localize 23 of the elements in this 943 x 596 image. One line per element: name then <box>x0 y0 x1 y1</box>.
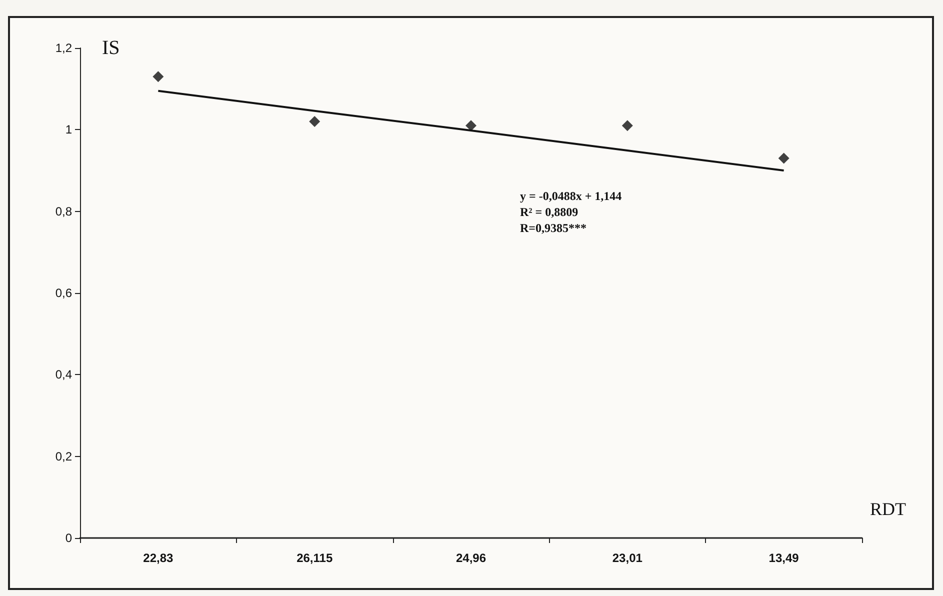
x-tick-label: 24,96 <box>456 551 486 565</box>
y-tick-label: 0,8 <box>55 204 72 218</box>
x-tick-label: 22,83 <box>143 551 174 565</box>
y-axis-title: IS <box>102 37 120 59</box>
annotation: R=0,9385*** <box>520 221 587 235</box>
point <box>466 120 476 132</box>
annotation: y = -0,0488x + 1,144 <box>520 189 622 203</box>
annotation: R² = 0,8809 <box>520 205 578 219</box>
y-tick-label: 0,6 <box>55 286 72 300</box>
x-tick-label: 13,49 <box>768 551 800 565</box>
y-tick-label: 0 <box>65 531 72 545</box>
y-tick-label: 0,2 <box>55 449 72 464</box>
x-tick-label: 23,01 <box>612 551 643 565</box>
point <box>152 71 164 82</box>
y-tick-label: 1 <box>65 122 72 137</box>
point <box>622 120 633 132</box>
y-tick-label: 0,4 <box>55 368 72 382</box>
y-tick-label: 1,2 <box>55 41 72 55</box>
line-series <box>157 90 785 172</box>
x-axis-title: RDT <box>870 499 906 519</box>
x-tick-label: 26,115 <box>296 551 333 565</box>
point <box>309 116 320 127</box>
point <box>778 152 790 164</box>
